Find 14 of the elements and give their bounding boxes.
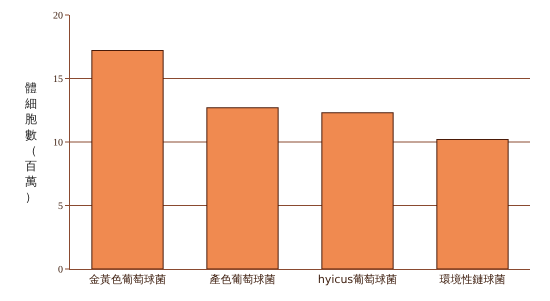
y-tick-label: 0 [58, 264, 63, 276]
y-tick-label: 5 [58, 201, 63, 212]
bar [91, 50, 164, 269]
y-tick-label: 10 [53, 138, 63, 148]
y-tick-label: 15 [53, 74, 63, 85]
y-axis-title: 體細胞數（百萬） [24, 81, 37, 204]
x-tick-label: hyicus葡萄球菌 [318, 273, 398, 286]
x-tick-label: 金黃色葡萄球菌 [89, 273, 166, 286]
y-tick-label: 20 [53, 10, 63, 22]
bar [436, 138, 509, 269]
bar [321, 112, 394, 269]
bar [206, 107, 279, 269]
x-tick-label: 產色葡萄球菌 [210, 273, 276, 286]
x-tick-label: 環境性鏈球菌 [440, 273, 506, 286]
